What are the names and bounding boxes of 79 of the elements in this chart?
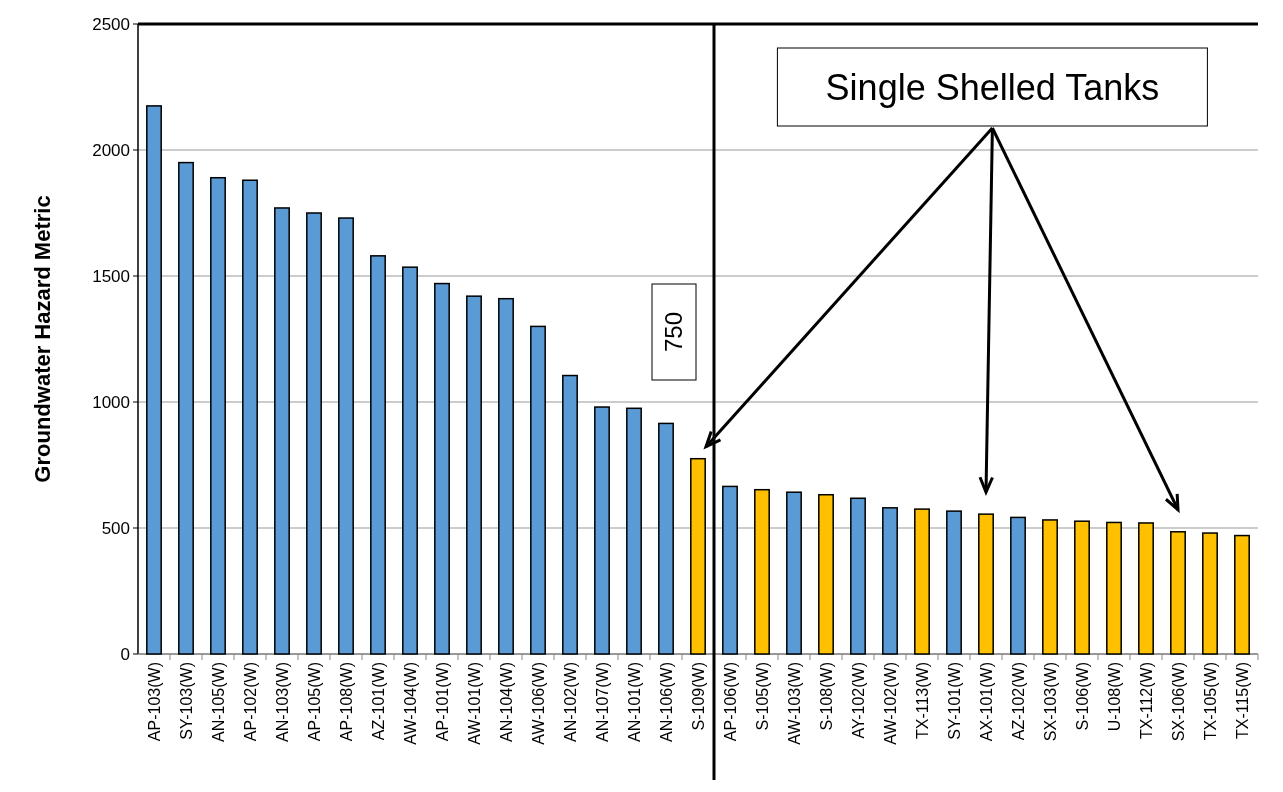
x-tick-label: U-108(W) [1105, 662, 1123, 732]
bar [242, 179, 258, 655]
bar [274, 207, 290, 655]
x-tick-label: AP-101(W) [433, 662, 451, 742]
x-tick-label: AN-105(W) [209, 662, 227, 743]
y-tick-label: 2500 [92, 14, 130, 34]
x-tick-label: AP-108(W) [337, 662, 355, 742]
y-tick-label: 500 [101, 518, 130, 538]
bar [1074, 520, 1090, 655]
bar [1106, 521, 1122, 655]
bar [1202, 532, 1218, 655]
annotation: 750 [660, 311, 688, 353]
bar [946, 510, 962, 655]
bar [850, 497, 866, 655]
x-tick-label: AN-102(W) [561, 662, 579, 743]
x-tick-label: AP-106(W) [721, 662, 739, 742]
bar [1042, 519, 1058, 655]
bar [370, 255, 386, 655]
x-tick-label: S-109(W) [689, 662, 707, 731]
bar [178, 161, 194, 655]
bar [402, 266, 418, 655]
x-tick-label: AW-104(W) [401, 662, 419, 745]
x-tick-label: AN-107(W) [593, 662, 611, 743]
x-tick-label: AP-102(W) [241, 662, 259, 742]
x-tick-label: SY-101(W) [945, 662, 963, 740]
x-tick-label: TX-105(W) [1201, 662, 1219, 741]
bar [306, 212, 322, 655]
bar [882, 507, 898, 655]
annotation: Single Shelled Tanks [825, 66, 1160, 108]
bar [818, 493, 834, 655]
bar [754, 488, 770, 655]
x-tick-label: AN-103(W) [273, 662, 291, 743]
bar [658, 422, 674, 655]
bar [530, 325, 546, 655]
y-tick-label: 0 [120, 644, 130, 664]
bar [1138, 522, 1154, 655]
bar [434, 282, 450, 655]
x-tick-label: AP-105(W) [305, 662, 323, 742]
x-tick-label: AW-106(W) [529, 662, 547, 745]
bar [1170, 531, 1186, 655]
x-tick-label: AN-101(W) [625, 662, 643, 743]
bar [498, 297, 514, 655]
x-tick-label: TX-112(W) [1137, 662, 1155, 740]
bar [466, 295, 482, 655]
x-tick-label: TX-113(W) [913, 662, 931, 740]
bar [914, 508, 930, 655]
x-tick-label: S-105(W) [753, 662, 771, 731]
bar [786, 491, 802, 655]
bar [146, 105, 162, 655]
x-tick-label: AX-101(W) [977, 662, 995, 742]
bar [690, 457, 706, 655]
bar [1010, 516, 1026, 655]
bar [562, 374, 578, 655]
x-tick-label: TX-115(W) [1233, 662, 1251, 740]
bar [722, 485, 738, 655]
x-tick-label: S-106(W) [1073, 662, 1091, 731]
x-tick-label: AY-102(W) [849, 662, 867, 739]
x-tick-label: AN-104(W) [497, 662, 515, 743]
x-tick-label: AZ-101(W) [369, 662, 387, 741]
bar [594, 406, 610, 655]
bar [210, 176, 226, 655]
y-tick-label: 1500 [92, 266, 130, 286]
x-tick-label: AW-101(W) [465, 662, 483, 745]
x-tick-label: S-108(W) [817, 662, 835, 731]
x-tick-label: AW-102(W) [881, 662, 899, 745]
y-tick-label: 2000 [92, 140, 130, 160]
y-tick-label: 1000 [92, 392, 130, 412]
x-tick-label: AP-103(W) [145, 662, 163, 742]
y-axis-title: Groundwater Hazard Metric [30, 195, 55, 483]
bar [1234, 534, 1250, 655]
x-tick-label: AN-106(W) [657, 662, 675, 743]
bar [978, 513, 994, 655]
bar [626, 407, 642, 655]
x-tick-label: SX-106(W) [1169, 662, 1187, 742]
x-tick-label: SY-103(W) [177, 662, 195, 740]
x-tick-label: SX-103(W) [1041, 662, 1059, 742]
x-tick-label: AW-103(W) [785, 662, 803, 745]
x-tick-label: AZ-102(W) [1009, 662, 1027, 741]
bar [338, 217, 354, 655]
